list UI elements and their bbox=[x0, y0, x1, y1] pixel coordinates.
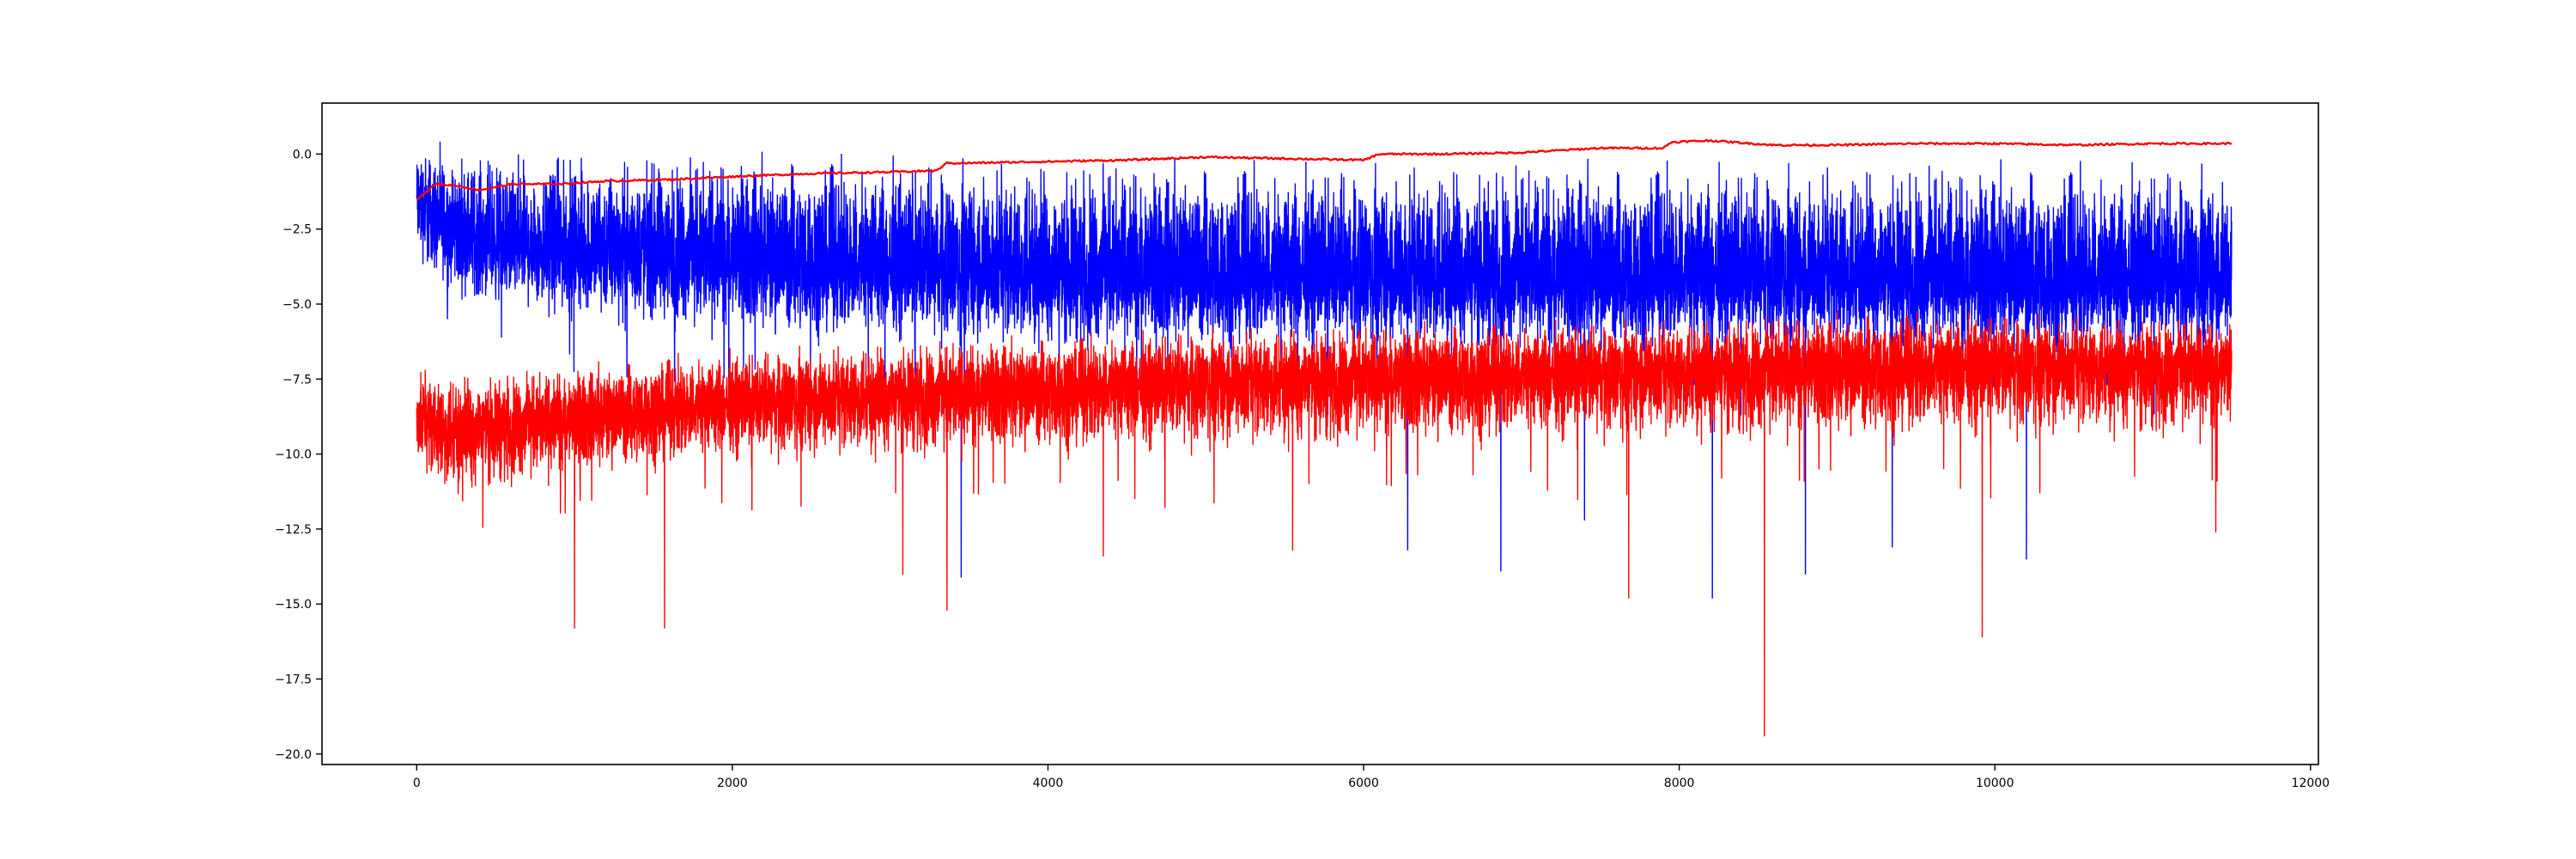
x-tick-label: 0 bbox=[413, 777, 421, 790]
y-tick-label: −17.5 bbox=[275, 673, 312, 686]
x-tick-label: 8000 bbox=[1664, 777, 1695, 790]
series-1-line bbox=[416, 310, 2233, 737]
x-tick-label: 4000 bbox=[1033, 777, 1064, 790]
y-tick-label: −12.5 bbox=[275, 523, 312, 537]
y-axis: 0.0 −2.5 −5.0 −7.5 −10.0 −12.5 −15.0 −17.5 −20.0 bbox=[275, 148, 322, 762]
series-0-line bbox=[416, 141, 2233, 599]
y-tick-label: −7.5 bbox=[283, 373, 312, 387]
x-axis: 0 2000 4000 6000 8000 10000 12000 bbox=[413, 765, 2330, 790]
x-tick-label: 2000 bbox=[717, 777, 748, 790]
y-tick-label: 0.0 bbox=[293, 148, 312, 161]
y-tick-label: −5.0 bbox=[283, 298, 312, 312]
plot-area bbox=[416, 138, 2233, 737]
y-tick-label: −10.0 bbox=[275, 448, 312, 462]
y-tick-label: −20.0 bbox=[275, 748, 312, 762]
series-layer bbox=[416, 138, 2233, 737]
plot-frame bbox=[321, 102, 2319, 765]
y-tick-label: −2.5 bbox=[283, 223, 312, 237]
x-tick-label: 10000 bbox=[1976, 777, 2014, 790]
x-tick-label: 12000 bbox=[2292, 777, 2330, 790]
y-tick-label: −15.0 bbox=[275, 598, 312, 612]
series-2-trend-line bbox=[416, 138, 2233, 201]
x-tick-label: 6000 bbox=[1348, 777, 1379, 790]
